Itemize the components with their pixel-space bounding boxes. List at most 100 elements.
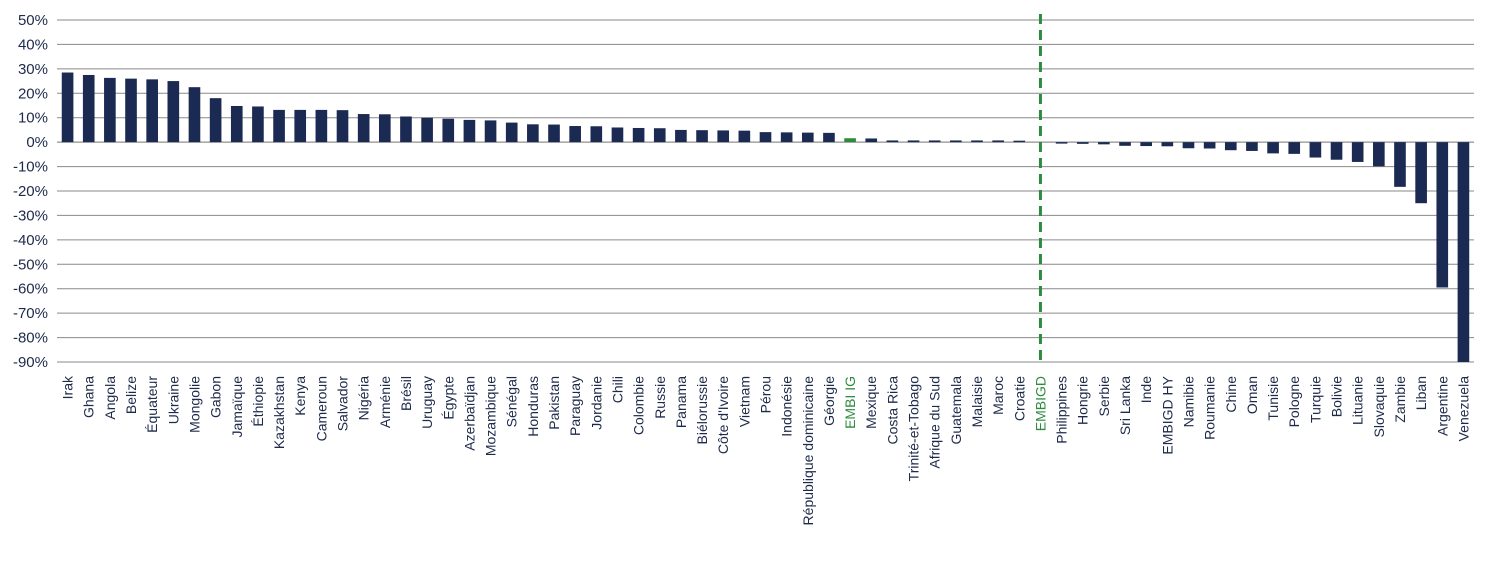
x-category-label: Pérou <box>758 376 774 413</box>
bar <box>527 124 539 143</box>
x-category-label: Sénégal <box>504 376 520 427</box>
bar <box>1436 142 1449 288</box>
x-category-label: Côte d'Ivoire <box>715 376 731 454</box>
bar <box>1119 142 1131 146</box>
x-category-label: EMBIGD <box>1032 376 1048 431</box>
y-tick-label: -60% <box>13 281 48 298</box>
bar <box>548 124 560 143</box>
bar <box>992 140 1004 143</box>
x-category-label: Turquie <box>1307 376 1323 423</box>
bar <box>505 122 518 143</box>
bar <box>188 87 201 143</box>
x-category-label: Indonésie <box>779 376 795 437</box>
bar <box>569 126 581 143</box>
bar <box>61 72 74 143</box>
x-category-label: Pakistan <box>546 376 562 430</box>
y-tick-label: -40% <box>13 232 48 249</box>
bar <box>780 132 793 143</box>
bar <box>1224 142 1237 151</box>
x-category-label: Serbie <box>1096 376 1112 417</box>
x-category-label: Irak <box>60 375 76 399</box>
x-category-label: Roumanie <box>1202 376 1218 440</box>
x-category-label: Bolivie <box>1329 376 1345 417</box>
x-category-label: Croatie <box>1011 376 1027 421</box>
bar <box>886 140 899 143</box>
x-category-label: Azerbaïdjan <box>461 376 477 451</box>
bar <box>1351 142 1364 162</box>
x-category-label: Costa Rica <box>884 376 900 445</box>
bar <box>104 77 116 143</box>
bar <box>378 114 391 143</box>
x-category-label: Guatemala <box>948 376 964 445</box>
x-category-label: Jordanie <box>588 376 604 430</box>
bar <box>950 140 962 143</box>
bar <box>484 120 497 143</box>
x-category-label: Colombie <box>631 376 647 435</box>
y-tick-label: 20% <box>18 85 48 102</box>
bar <box>209 98 222 143</box>
y-tick-label: 40% <box>18 36 48 53</box>
x-category-label: Lituanie <box>1350 376 1366 425</box>
bar <box>463 119 476 143</box>
y-axis-tick-labels: 50% 40% 30% 20% 10% 0% -10% -20% -30% -40% -50% -60… <box>13 12 48 371</box>
x-category-label: Malaisie <box>969 376 985 428</box>
x-category-label: Maroc <box>990 376 1006 415</box>
bar <box>315 109 328 143</box>
x-axis-category-labels: Irak Ghana Angola Belize Équateur Ukraine Mong… <box>60 375 1472 525</box>
x-category-label: Trinité-et-Tobago <box>906 376 922 482</box>
x-category-label: Arménie <box>377 376 393 428</box>
x-category-label: Mexique <box>863 376 879 429</box>
x-category-label: Tunisie <box>1265 376 1281 421</box>
y-tick-label: -50% <box>13 256 48 273</box>
bar <box>1267 142 1279 154</box>
bar <box>1013 140 1026 143</box>
x-category-label: Brésil <box>398 376 414 411</box>
x-category-label: Salvador <box>335 376 351 432</box>
x-category-label: Sri Lanka <box>1117 376 1133 435</box>
x-category-label: Chili <box>609 376 625 403</box>
x-category-label: Afrique du Sud <box>927 376 943 469</box>
x-category-label: Zambie <box>1392 376 1408 423</box>
x-category-label: Belize <box>123 376 139 414</box>
x-category-label: Honduras <box>525 376 541 437</box>
bar <box>1182 142 1195 149</box>
bar <box>1394 142 1406 187</box>
x-category-label: Vietnam <box>736 376 752 427</box>
y-tick-label: 30% <box>18 61 48 78</box>
bar <box>125 78 137 143</box>
bar <box>167 81 180 143</box>
bar <box>1457 142 1470 362</box>
y-tick-label: 0% <box>26 134 48 151</box>
bar <box>1415 142 1427 204</box>
x-category-label: Ukraine <box>165 376 181 424</box>
x-category-label: Mongolie <box>186 376 202 433</box>
x-category-label: Angola <box>102 376 118 420</box>
bar <box>738 130 751 143</box>
x-category-label: Mozambique <box>483 376 499 456</box>
x-category-label: Venezuela <box>1455 376 1471 442</box>
bar <box>611 127 624 143</box>
bar <box>1076 142 1089 144</box>
bar <box>1203 142 1216 149</box>
bar <box>1161 142 1174 147</box>
x-category-label: Nigéria <box>356 376 372 421</box>
bar <box>865 138 878 143</box>
x-category-label: Uruguay <box>419 376 435 429</box>
bar <box>294 109 307 143</box>
bar <box>907 140 920 143</box>
x-category-label: Namibie <box>1180 376 1196 428</box>
x-category-label: EMBIGD HY <box>1159 375 1175 454</box>
x-category-label: Géorgie <box>821 376 837 426</box>
y-tick-label: 50% <box>18 12 48 29</box>
bar <box>928 140 941 143</box>
bar <box>717 130 730 143</box>
x-category-label: Biélorussie <box>694 376 710 445</box>
x-category-label: Paraguay <box>567 376 583 436</box>
x-category-label: Chine <box>1223 376 1239 413</box>
bar <box>1055 142 1068 144</box>
bar <box>759 132 772 143</box>
bar <box>1246 142 1258 151</box>
bar <box>632 127 645 143</box>
x-category-label: Jamaïque <box>229 376 245 438</box>
y-tick-label: -70% <box>13 305 48 322</box>
